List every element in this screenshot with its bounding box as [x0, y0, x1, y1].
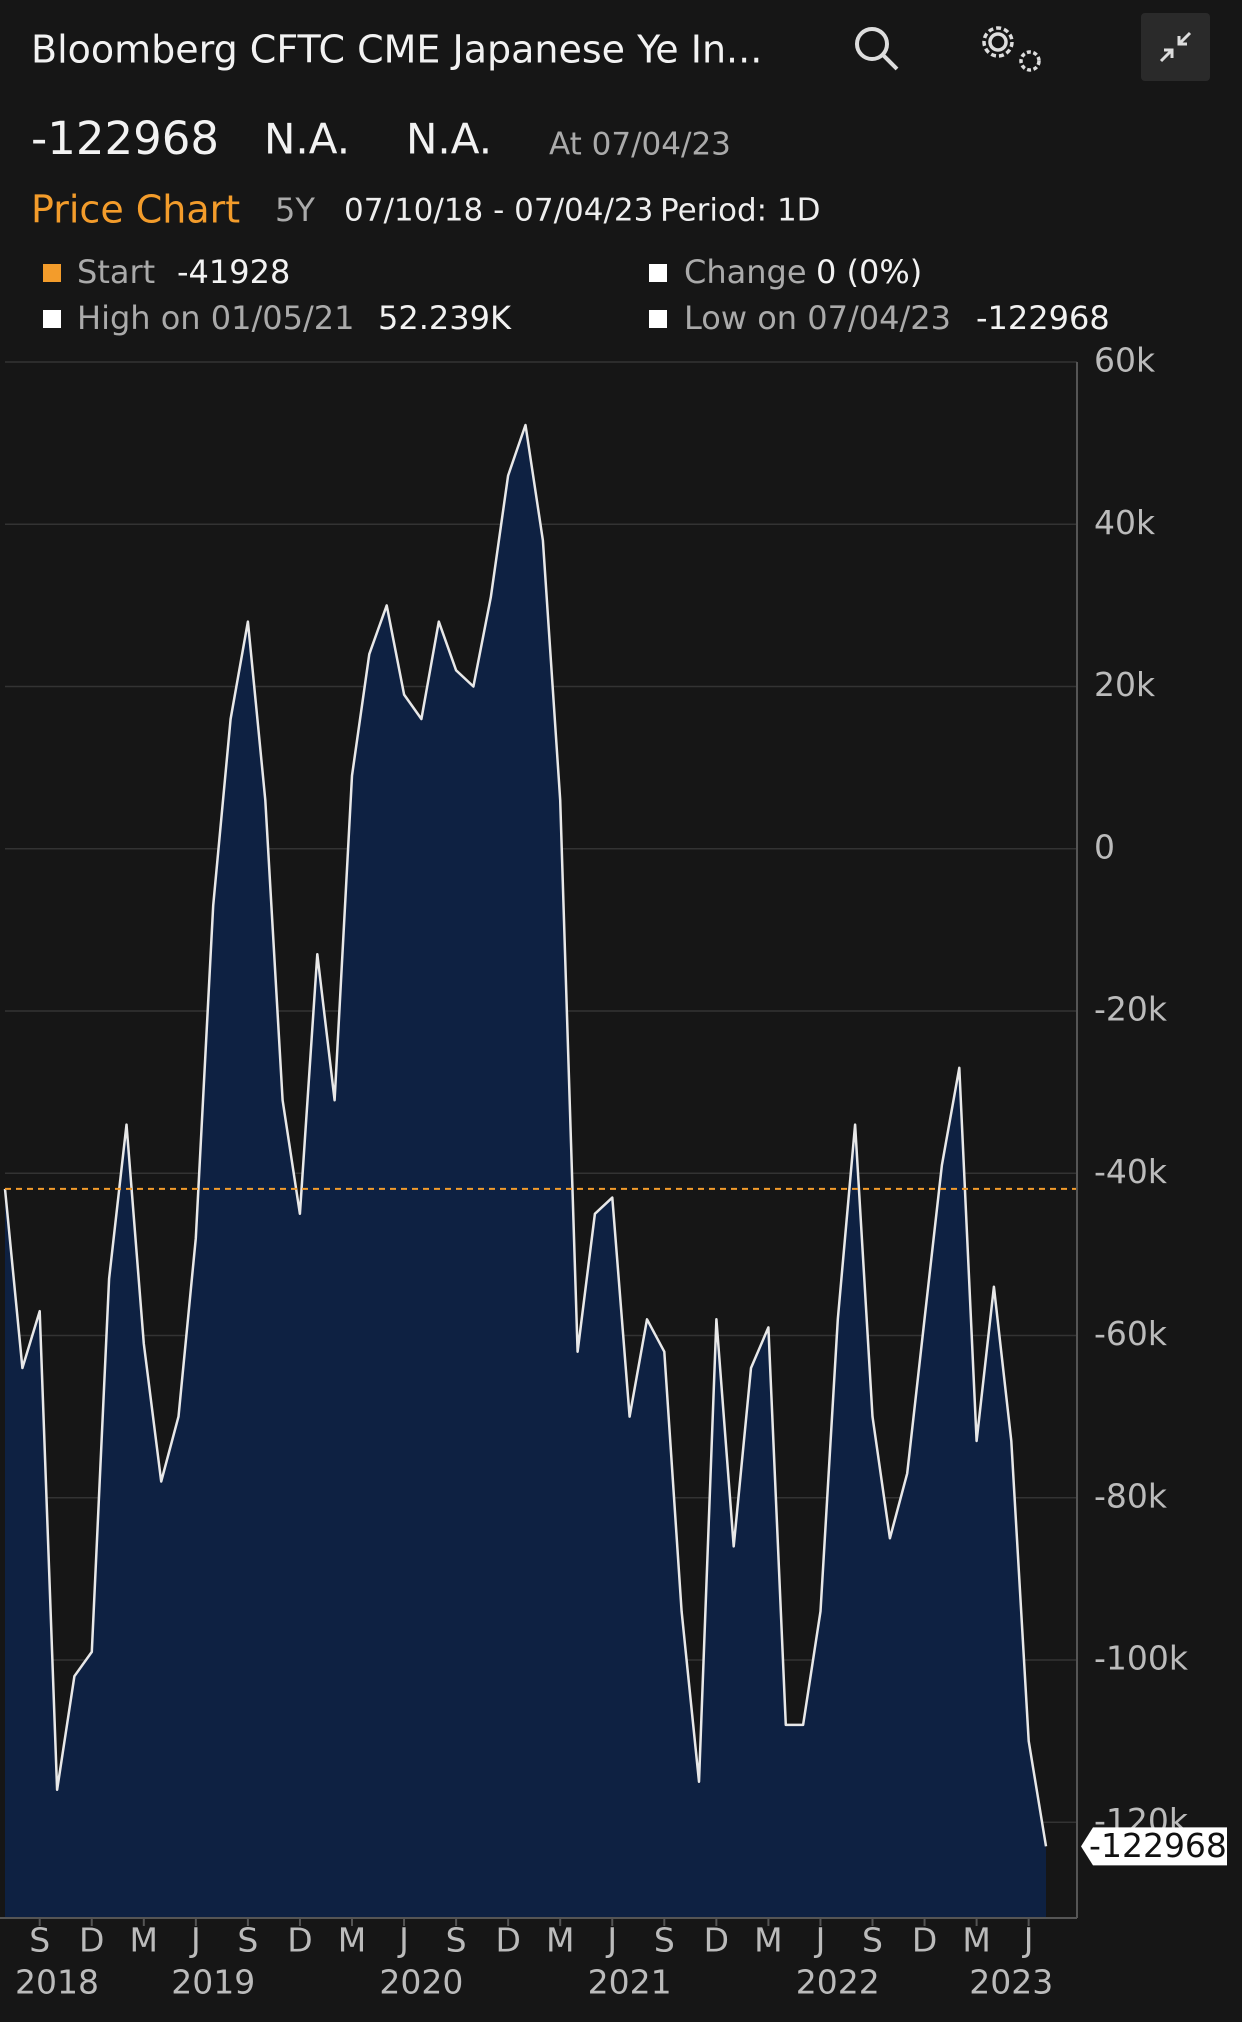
- legend-swatch: [649, 264, 667, 282]
- x-tick-label: J: [189, 1921, 201, 1960]
- gear-large-hub: [988, 32, 1008, 52]
- x-tick-label: J: [1022, 1921, 1034, 1960]
- x-year-label: 2021: [588, 1963, 672, 2002]
- stat-value: 52.239K: [378, 299, 512, 337]
- x-tick-label: D: [704, 1921, 729, 1960]
- x-tick-label: M: [546, 1921, 574, 1960]
- y-tick-label: 20k: [1094, 665, 1156, 704]
- date-range: 07/10/18 - 07/04/23: [344, 193, 653, 229]
- collapse-button[interactable]: [1141, 13, 1210, 81]
- x-year-label: 2019: [171, 1963, 255, 2002]
- last-value: -122968: [31, 112, 219, 165]
- last-value-label: -122968: [1089, 1826, 1227, 1865]
- x-year-label: 2018: [15, 1963, 99, 2002]
- data-line: [3, 423, 1048, 1847]
- chart-label: Price Chart: [31, 188, 240, 232]
- x-tick-label: S: [446, 1921, 467, 1960]
- gear-small: [1019, 50, 1041, 72]
- legend-swatch: [43, 264, 61, 282]
- x-tick-label: J: [397, 1921, 409, 1960]
- y-tick-label: -20k: [1094, 990, 1168, 1029]
- y-tick-label: 0: [1094, 827, 1115, 866]
- y-tick-label: 40k: [1094, 503, 1156, 542]
- x-tick-label: D: [79, 1921, 104, 1960]
- y-tick-label: -40k: [1094, 1152, 1168, 1191]
- x-tick-label: J: [605, 1921, 617, 1960]
- stat-label: Change: [684, 253, 807, 291]
- y-tick-label: 60k: [1094, 341, 1156, 380]
- stat-value: 0 (0%): [816, 253, 922, 291]
- search-icon-handle: [881, 53, 899, 71]
- area-fill: [5, 425, 1046, 1918]
- stat-value: -41928: [177, 253, 290, 291]
- x-tick-label: M: [962, 1921, 990, 1960]
- gear-large: [982, 26, 1014, 58]
- x-year-label: 2020: [379, 1963, 463, 2002]
- collapse-box: [1141, 13, 1210, 81]
- search-icon: [855, 27, 889, 61]
- stat-label: Low on 07/04/23: [684, 299, 951, 337]
- x-tick-label: M: [130, 1921, 158, 1960]
- stat-label: High on 01/05/21: [77, 299, 354, 337]
- legend-swatch: [649, 310, 667, 328]
- x-tick-label: D: [287, 1921, 312, 1960]
- y-tick-label: -100k: [1094, 1639, 1189, 1678]
- as-of: At 07/04/23: [549, 127, 731, 163]
- field: N.A.: [264, 115, 350, 164]
- x-tick-label: S: [862, 1921, 883, 1960]
- last-value-marker: [1081, 1827, 1227, 1866]
- x-tick-label: M: [754, 1921, 782, 1960]
- x-tick-label: D: [495, 1921, 520, 1960]
- y-tick-label: -80k: [1094, 1476, 1168, 1515]
- settings-button[interactable]: [982, 26, 1041, 72]
- x-tick-label: D: [912, 1921, 937, 1960]
- x-tick-label: S: [29, 1921, 50, 1960]
- field: N.A.: [406, 115, 492, 164]
- x-tick-label: S: [654, 1921, 675, 1960]
- x-tick-label: M: [338, 1921, 366, 1960]
- x-tick-label: J: [814, 1921, 826, 1960]
- stat-value: -122968: [976, 299, 1110, 337]
- x-year-label: 2022: [796, 1963, 880, 2002]
- range[interactable]: 5Y: [275, 191, 315, 229]
- search-button[interactable]: [855, 27, 899, 71]
- title: Bloomberg CFTC CME Japanese Ye In...: [31, 28, 762, 72]
- stat-label: Start: [77, 253, 155, 291]
- collapse-icon: [1159, 31, 1192, 63]
- y-tick-label: -60k: [1094, 1314, 1168, 1353]
- period: Period: 1D: [660, 193, 821, 229]
- x-year-label: 2023: [969, 1963, 1053, 2002]
- x-tick-label: S: [237, 1921, 258, 1960]
- legend-swatch: [43, 310, 61, 328]
